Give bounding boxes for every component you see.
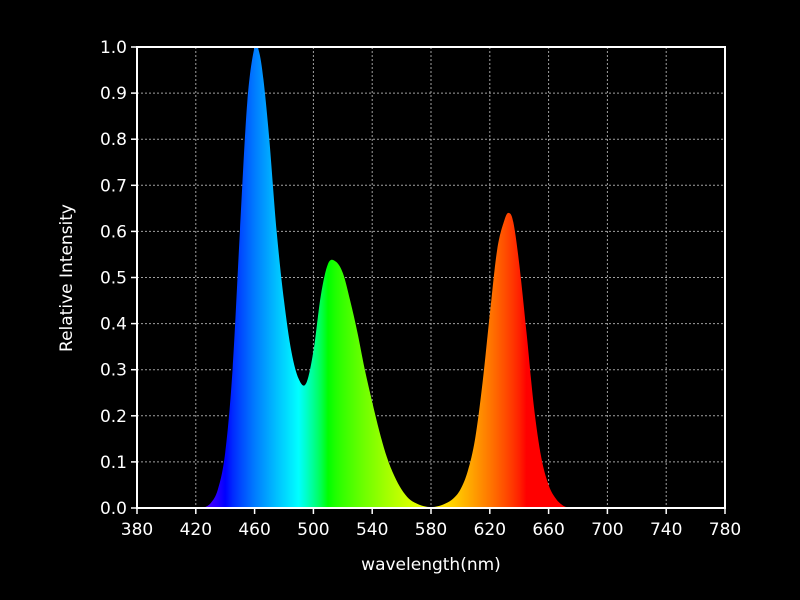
x-tick-label: 780 [709, 520, 741, 540]
y-tick-label: 0.7 [100, 176, 127, 196]
x-tick-label: 460 [238, 520, 270, 540]
grid-lines [137, 47, 725, 508]
tick-marks [131, 46, 726, 514]
y-tick-label: 0.1 [100, 453, 127, 473]
x-tick-label: 380 [121, 520, 153, 540]
x-axis-label: wavelength(nm) [361, 555, 501, 575]
y-tick-label: 0.4 [100, 315, 127, 335]
x-tick-labels: 380 420 460 500 540 580 620 660 700 740 780 [121, 520, 741, 540]
y-tick-labels: 0.0 0.1 0.2 0.3 0.4 0.5 0.6 0.7 0.8 0.9 1.0 [100, 38, 127, 519]
x-tick-label: 660 [532, 520, 564, 540]
y-tick-label: 0.6 [100, 222, 127, 242]
x-tick-label: 700 [591, 520, 623, 540]
x-tick-label: 620 [474, 520, 506, 540]
x-tick-label: 580 [415, 520, 447, 540]
y-tick-label: 0.3 [100, 361, 127, 381]
y-tick-label: 1.0 [100, 38, 127, 58]
x-tick-label: 420 [180, 520, 212, 540]
y-tick-label: 0.0 [100, 499, 127, 519]
x-tick-label: 740 [650, 520, 682, 540]
x-tick-label: 500 [297, 520, 329, 540]
spectrum-area-group [203, 47, 571, 508]
x-tick-label: 540 [356, 520, 388, 540]
y-tick-label: 0.5 [100, 269, 127, 289]
spectrum-area [203, 47, 571, 508]
y-tick-label: 0.8 [100, 130, 127, 150]
y-tick-label: 0.2 [100, 407, 127, 427]
y-axis-label: Relative Intensity [57, 204, 77, 352]
y-tick-label: 0.9 [100, 84, 127, 104]
